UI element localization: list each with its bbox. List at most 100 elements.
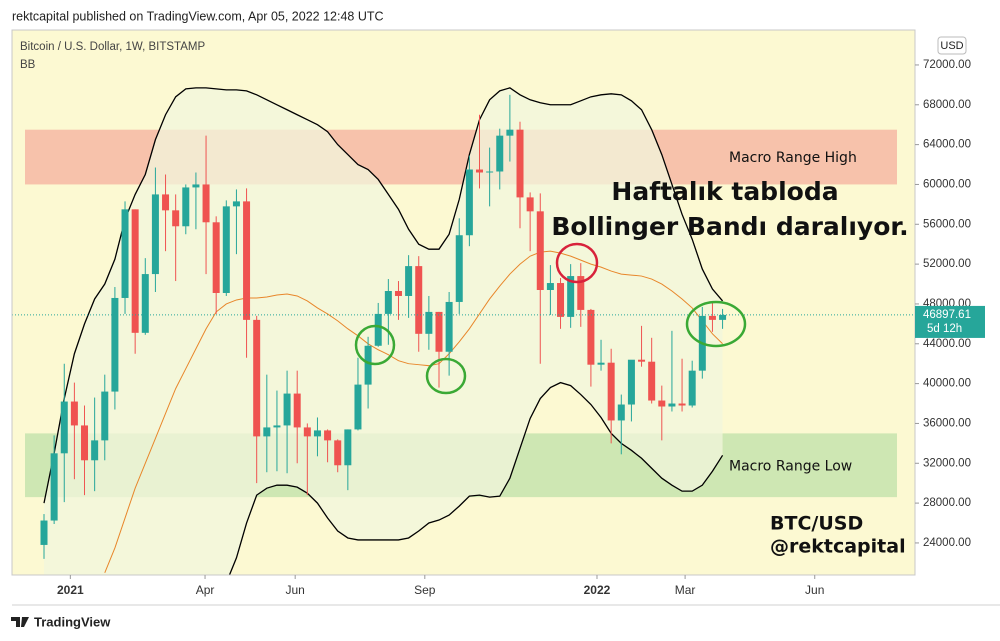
band-line bbox=[228, 381, 724, 575]
candle-body bbox=[212, 222, 220, 293]
candle-body bbox=[526, 197, 534, 212]
currency-box[interactable] bbox=[937, 36, 967, 55]
candle-body bbox=[101, 391, 109, 441]
candle-body bbox=[567, 276, 575, 317]
candle-body bbox=[121, 209, 129, 298]
circle-annotation bbox=[685, 300, 747, 348]
hand-circles bbox=[354, 242, 747, 395]
candle-body bbox=[303, 427, 311, 437]
candle-body bbox=[202, 184, 210, 223]
x-tick-label: 2022 bbox=[584, 583, 611, 597]
candle-body bbox=[546, 283, 554, 291]
indicator-label: BB bbox=[20, 59, 36, 71]
candle-body bbox=[658, 400, 666, 407]
x-tick-label: 2021 bbox=[57, 583, 84, 597]
circle-annotation bbox=[555, 242, 599, 284]
logo bbox=[11, 617, 29, 627]
candle-body bbox=[91, 440, 99, 461]
candle-body bbox=[162, 194, 170, 211]
zone-label: Macro Range Low bbox=[729, 458, 852, 474]
candle-body bbox=[232, 201, 240, 207]
circle-annotation bbox=[354, 324, 396, 366]
candle-body bbox=[182, 187, 190, 227]
y-tick-label: 32000.00 bbox=[923, 457, 971, 469]
candle-body bbox=[506, 129, 514, 136]
candle-body bbox=[627, 359, 635, 405]
y-tick-label: 64000.00 bbox=[923, 139, 971, 151]
candle-body bbox=[60, 401, 68, 454]
candle-body bbox=[465, 169, 473, 236]
candle-body bbox=[253, 319, 261, 437]
currency: USD bbox=[940, 40, 963, 52]
y-tick-label: 52000.00 bbox=[923, 258, 971, 270]
annotation: Haftalık tabloda bbox=[611, 177, 838, 206]
candle-body bbox=[334, 440, 342, 466]
candle-body bbox=[131, 209, 139, 333]
candle-body bbox=[50, 453, 58, 521]
candle-body bbox=[597, 362, 605, 365]
y-tick-label: 68000.00 bbox=[923, 99, 971, 111]
watermark: BTC/USD bbox=[770, 513, 863, 535]
candle-body bbox=[243, 201, 251, 320]
candle-body bbox=[324, 430, 332, 441]
candle-body bbox=[425, 311, 433, 334]
candle-body bbox=[293, 393, 301, 428]
candle-body bbox=[81, 425, 89, 461]
y-tick-label: 56000.00 bbox=[923, 218, 971, 230]
candle-body bbox=[648, 361, 656, 401]
candle-body bbox=[40, 520, 48, 545]
countdown-label: 5d 12h bbox=[927, 323, 962, 335]
candle-body bbox=[607, 362, 615, 421]
x-tick-label: Mar bbox=[675, 583, 696, 597]
y-tick-label: 72000.00 bbox=[923, 59, 971, 71]
y-tick-label: 60000.00 bbox=[923, 178, 971, 190]
candle-body bbox=[344, 429, 352, 466]
candle-body bbox=[587, 309, 595, 365]
candle-body bbox=[516, 129, 524, 198]
candle-body bbox=[455, 235, 463, 302]
candle-body bbox=[172, 210, 180, 227]
candle-body bbox=[273, 425, 281, 428]
header: rektcapital published on TradingView.com… bbox=[12, 9, 384, 23]
candle-body bbox=[374, 313, 382, 346]
candle-body bbox=[638, 359, 646, 362]
x-tick-label: Apr bbox=[196, 583, 215, 597]
plot bbox=[12, 87, 915, 575]
last-price-label: 46897.61 bbox=[923, 309, 971, 321]
candle-body bbox=[557, 283, 565, 317]
band-line bbox=[43, 87, 724, 504]
annotation: Bollinger Bandı daralıyor. bbox=[551, 212, 908, 241]
candle-body bbox=[536, 211, 544, 291]
candle-body bbox=[415, 266, 423, 334]
candle-body bbox=[313, 430, 321, 437]
band-fill bbox=[44, 87, 723, 575]
y-tick-label: 28000.00 bbox=[923, 497, 971, 509]
candle-body bbox=[577, 276, 585, 310]
candle-body bbox=[617, 404, 625, 421]
candle-body bbox=[222, 206, 230, 293]
candle-body bbox=[263, 427, 271, 437]
candle-body bbox=[708, 315, 716, 320]
candle-body bbox=[688, 370, 696, 406]
candle-body bbox=[384, 290, 392, 314]
x-tick-label: Jun bbox=[285, 583, 304, 597]
plot-frame bbox=[11, 29, 916, 576]
candle-body bbox=[496, 135, 504, 172]
candle-body bbox=[364, 345, 372, 385]
candle-body bbox=[445, 301, 453, 352]
candle-body bbox=[719, 314, 727, 320]
footer-brand: TradingView bbox=[34, 614, 111, 629]
y-tick-label: 24000.00 bbox=[923, 537, 971, 549]
zone-label: Macro Range High bbox=[729, 150, 857, 166]
candle-body bbox=[192, 184, 200, 188]
watermark: @rektcapital bbox=[770, 536, 906, 558]
x-tick-label: Sep bbox=[414, 583, 436, 597]
band-line bbox=[104, 250, 723, 573]
candle-body bbox=[394, 290, 402, 296]
last-price-box bbox=[915, 305, 985, 338]
candle-body bbox=[668, 403, 676, 407]
candle-body bbox=[354, 384, 362, 430]
candle-body bbox=[283, 393, 291, 426]
candle-body bbox=[111, 297, 119, 392]
